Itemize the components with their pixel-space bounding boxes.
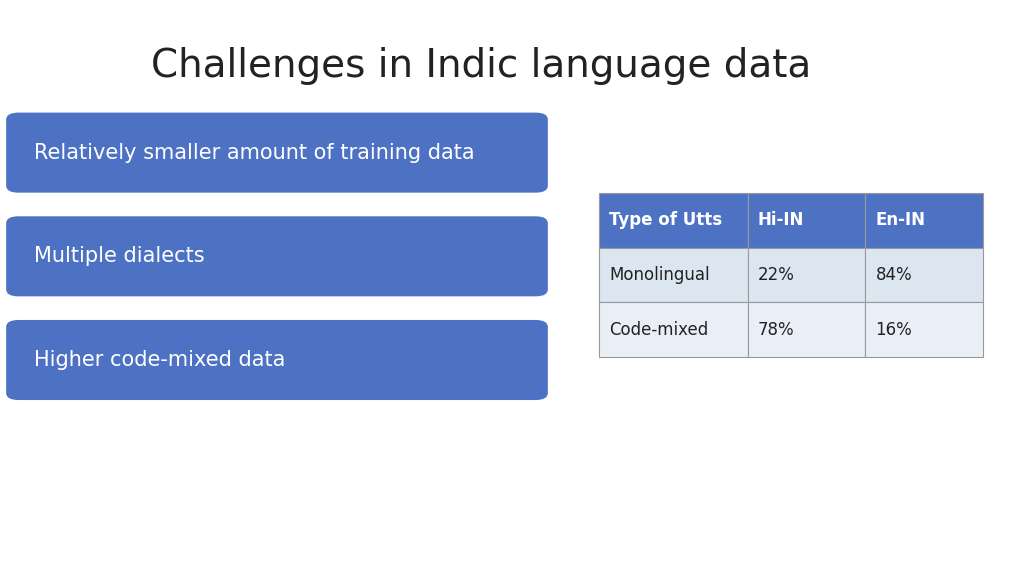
FancyBboxPatch shape [865, 302, 983, 357]
FancyBboxPatch shape [748, 193, 865, 248]
Text: 16%: 16% [876, 321, 912, 339]
FancyBboxPatch shape [599, 302, 748, 357]
Text: 78%: 78% [758, 321, 795, 339]
Text: Challenges in Indic language data: Challenges in Indic language data [152, 47, 811, 85]
FancyBboxPatch shape [599, 193, 748, 248]
Text: Multiple dialects: Multiple dialects [34, 247, 205, 266]
FancyBboxPatch shape [6, 320, 548, 400]
Text: Higher code-mixed data: Higher code-mixed data [34, 350, 285, 370]
FancyBboxPatch shape [748, 248, 865, 302]
Text: Monolingual: Monolingual [609, 266, 710, 284]
Text: Type of Utts: Type of Utts [609, 211, 722, 229]
FancyBboxPatch shape [865, 248, 983, 302]
Text: En-IN: En-IN [876, 211, 926, 229]
FancyBboxPatch shape [6, 216, 548, 296]
FancyBboxPatch shape [599, 248, 748, 302]
FancyBboxPatch shape [6, 113, 548, 193]
Text: Hi-IN: Hi-IN [758, 211, 804, 229]
Text: Relatively smaller amount of training data: Relatively smaller amount of training da… [34, 143, 474, 162]
FancyBboxPatch shape [865, 193, 983, 248]
FancyBboxPatch shape [748, 302, 865, 357]
Text: 84%: 84% [876, 266, 912, 284]
Text: 22%: 22% [758, 266, 795, 284]
Text: Code-mixed: Code-mixed [609, 321, 709, 339]
